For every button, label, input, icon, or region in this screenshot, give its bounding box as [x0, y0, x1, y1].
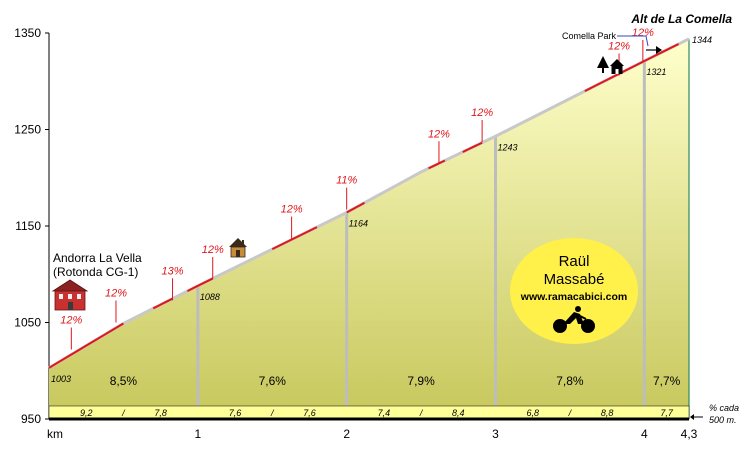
strip-unit-line-2: 500 m. — [709, 415, 737, 425]
half-km-gradient: 7,6 — [229, 408, 242, 418]
peak-gradient-label: 12% — [105, 288, 127, 300]
y-tick-label: 1350 — [14, 26, 41, 40]
half-km-gradient: 9,2 — [80, 408, 93, 418]
steep-segment — [584, 43, 680, 92]
steep-segment — [48, 322, 124, 369]
x-tick-label: 1 — [194, 427, 201, 441]
steep-segments — [48, 43, 680, 369]
chalet-icon — [229, 238, 247, 258]
y-tick-label: 1150 — [15, 219, 41, 233]
start-name: Andorra La Vella — [53, 251, 142, 265]
y-tick-label: 950 — [21, 412, 41, 426]
peak-gradient-label: 12% — [281, 204, 303, 216]
section-gradient-label: 7,7% — [653, 374, 681, 388]
strip-unit-line-1: % cada — [709, 403, 739, 413]
profile-area — [49, 38, 689, 406]
half-km-gradient: 7,6 — [303, 408, 316, 418]
cyclist-icon — [553, 306, 595, 333]
elevation-label: 1088 — [200, 292, 220, 302]
peak-gradient-label: 12% — [202, 244, 224, 256]
y-tick-label: 1250 — [14, 123, 41, 137]
park-pointer — [617, 35, 649, 47]
strip-band — [48, 405, 690, 420]
elevation-label: 1321 — [646, 67, 666, 77]
elevation-label: 1344 — [692, 35, 712, 45]
section-gradient-label: 7,8% — [556, 374, 584, 388]
gradient-strip: 9,2 7,8 7,6 7,6 7,4 8,4 6,8 8,8 7,7 / / / / — [48, 405, 690, 421]
y-axis: 950 1050 1150 1250 1350 — [14, 26, 50, 426]
peak-gradient-label: 12% — [471, 107, 493, 119]
peak-gradient-label: 11% — [336, 175, 357, 187]
steep-segment — [271, 226, 318, 251]
x-tick-label: 4,3 — [681, 427, 698, 441]
peak-gradient-label: 12% — [60, 315, 82, 327]
town-icon — [51, 279, 89, 311]
half-km-gradient: 6,8 — [526, 408, 539, 418]
half-km-gradient: 8,8 — [601, 408, 614, 418]
x-tick-label: 3 — [492, 427, 499, 441]
elevation-label: 1243 — [498, 142, 518, 152]
author-website: www.ramacabici.com — [520, 291, 627, 303]
x-axis-title: km — [47, 427, 63, 441]
strip-arrow-icon — [690, 414, 703, 420]
strip-separator: / — [270, 408, 275, 418]
half-km-gradient: 7,8 — [154, 408, 167, 418]
x-tick-label: 2 — [343, 427, 350, 441]
steep-segment — [428, 159, 446, 170]
half-km-gradient: 7,4 — [378, 408, 391, 418]
km-divider-lines — [196, 38, 690, 419]
steep-segment — [186, 277, 214, 292]
chart-title: Alt de La Comella — [630, 12, 732, 26]
steep-segment — [152, 297, 173, 310]
author-name-1: Raül — [559, 253, 590, 270]
peak-gradient-labels: 12%12%13%12%12%11%12%12%12%12% — [60, 27, 654, 350]
strip-separator: / — [419, 408, 424, 418]
peak-gradient-label: 12% — [608, 40, 630, 52]
strip-separator: / — [568, 408, 573, 418]
section-gradient-labels: 8,5% 7,6% 7,9% 7,8% 7,7% — [110, 374, 681, 388]
x-tick-label: 4 — [641, 427, 648, 441]
direction-arrow-icon — [646, 46, 662, 54]
steep-segment — [462, 141, 483, 153]
half-km-gradient: 7,7 — [660, 408, 674, 418]
strip-separator: / — [121, 408, 126, 418]
author-badge: Raül Massabé www.ramacabici.com — [510, 238, 638, 344]
author-name-2: Massabé — [544, 271, 605, 288]
park-icon — [597, 56, 624, 74]
steep-segment — [346, 201, 366, 214]
section-gradient-label: 7,6% — [259, 374, 287, 388]
park-label: Comella Park — [562, 31, 617, 41]
half-km-gradient: 8,4 — [452, 408, 465, 418]
peak-gradient-label: 13% — [162, 265, 184, 277]
section-gradient-label: 8,5% — [110, 374, 138, 388]
peak-gradient-label: 12% — [428, 128, 450, 140]
elevation-label: 1003 — [51, 374, 71, 384]
start-sub: (Rotonda CG-1) — [53, 265, 138, 279]
elevation-label: 1164 — [349, 218, 368, 228]
profile-fill — [49, 38, 689, 406]
elevation-labels: 1003 1088 1164 1243 1321 1344 — [51, 35, 712, 384]
peak-gradient-label: 12% — [632, 27, 654, 39]
x-axis: km 1 2 3 4 4,3 — [47, 427, 698, 441]
section-gradient-label: 7,9% — [407, 374, 435, 388]
y-tick-label: 1050 — [14, 316, 41, 330]
